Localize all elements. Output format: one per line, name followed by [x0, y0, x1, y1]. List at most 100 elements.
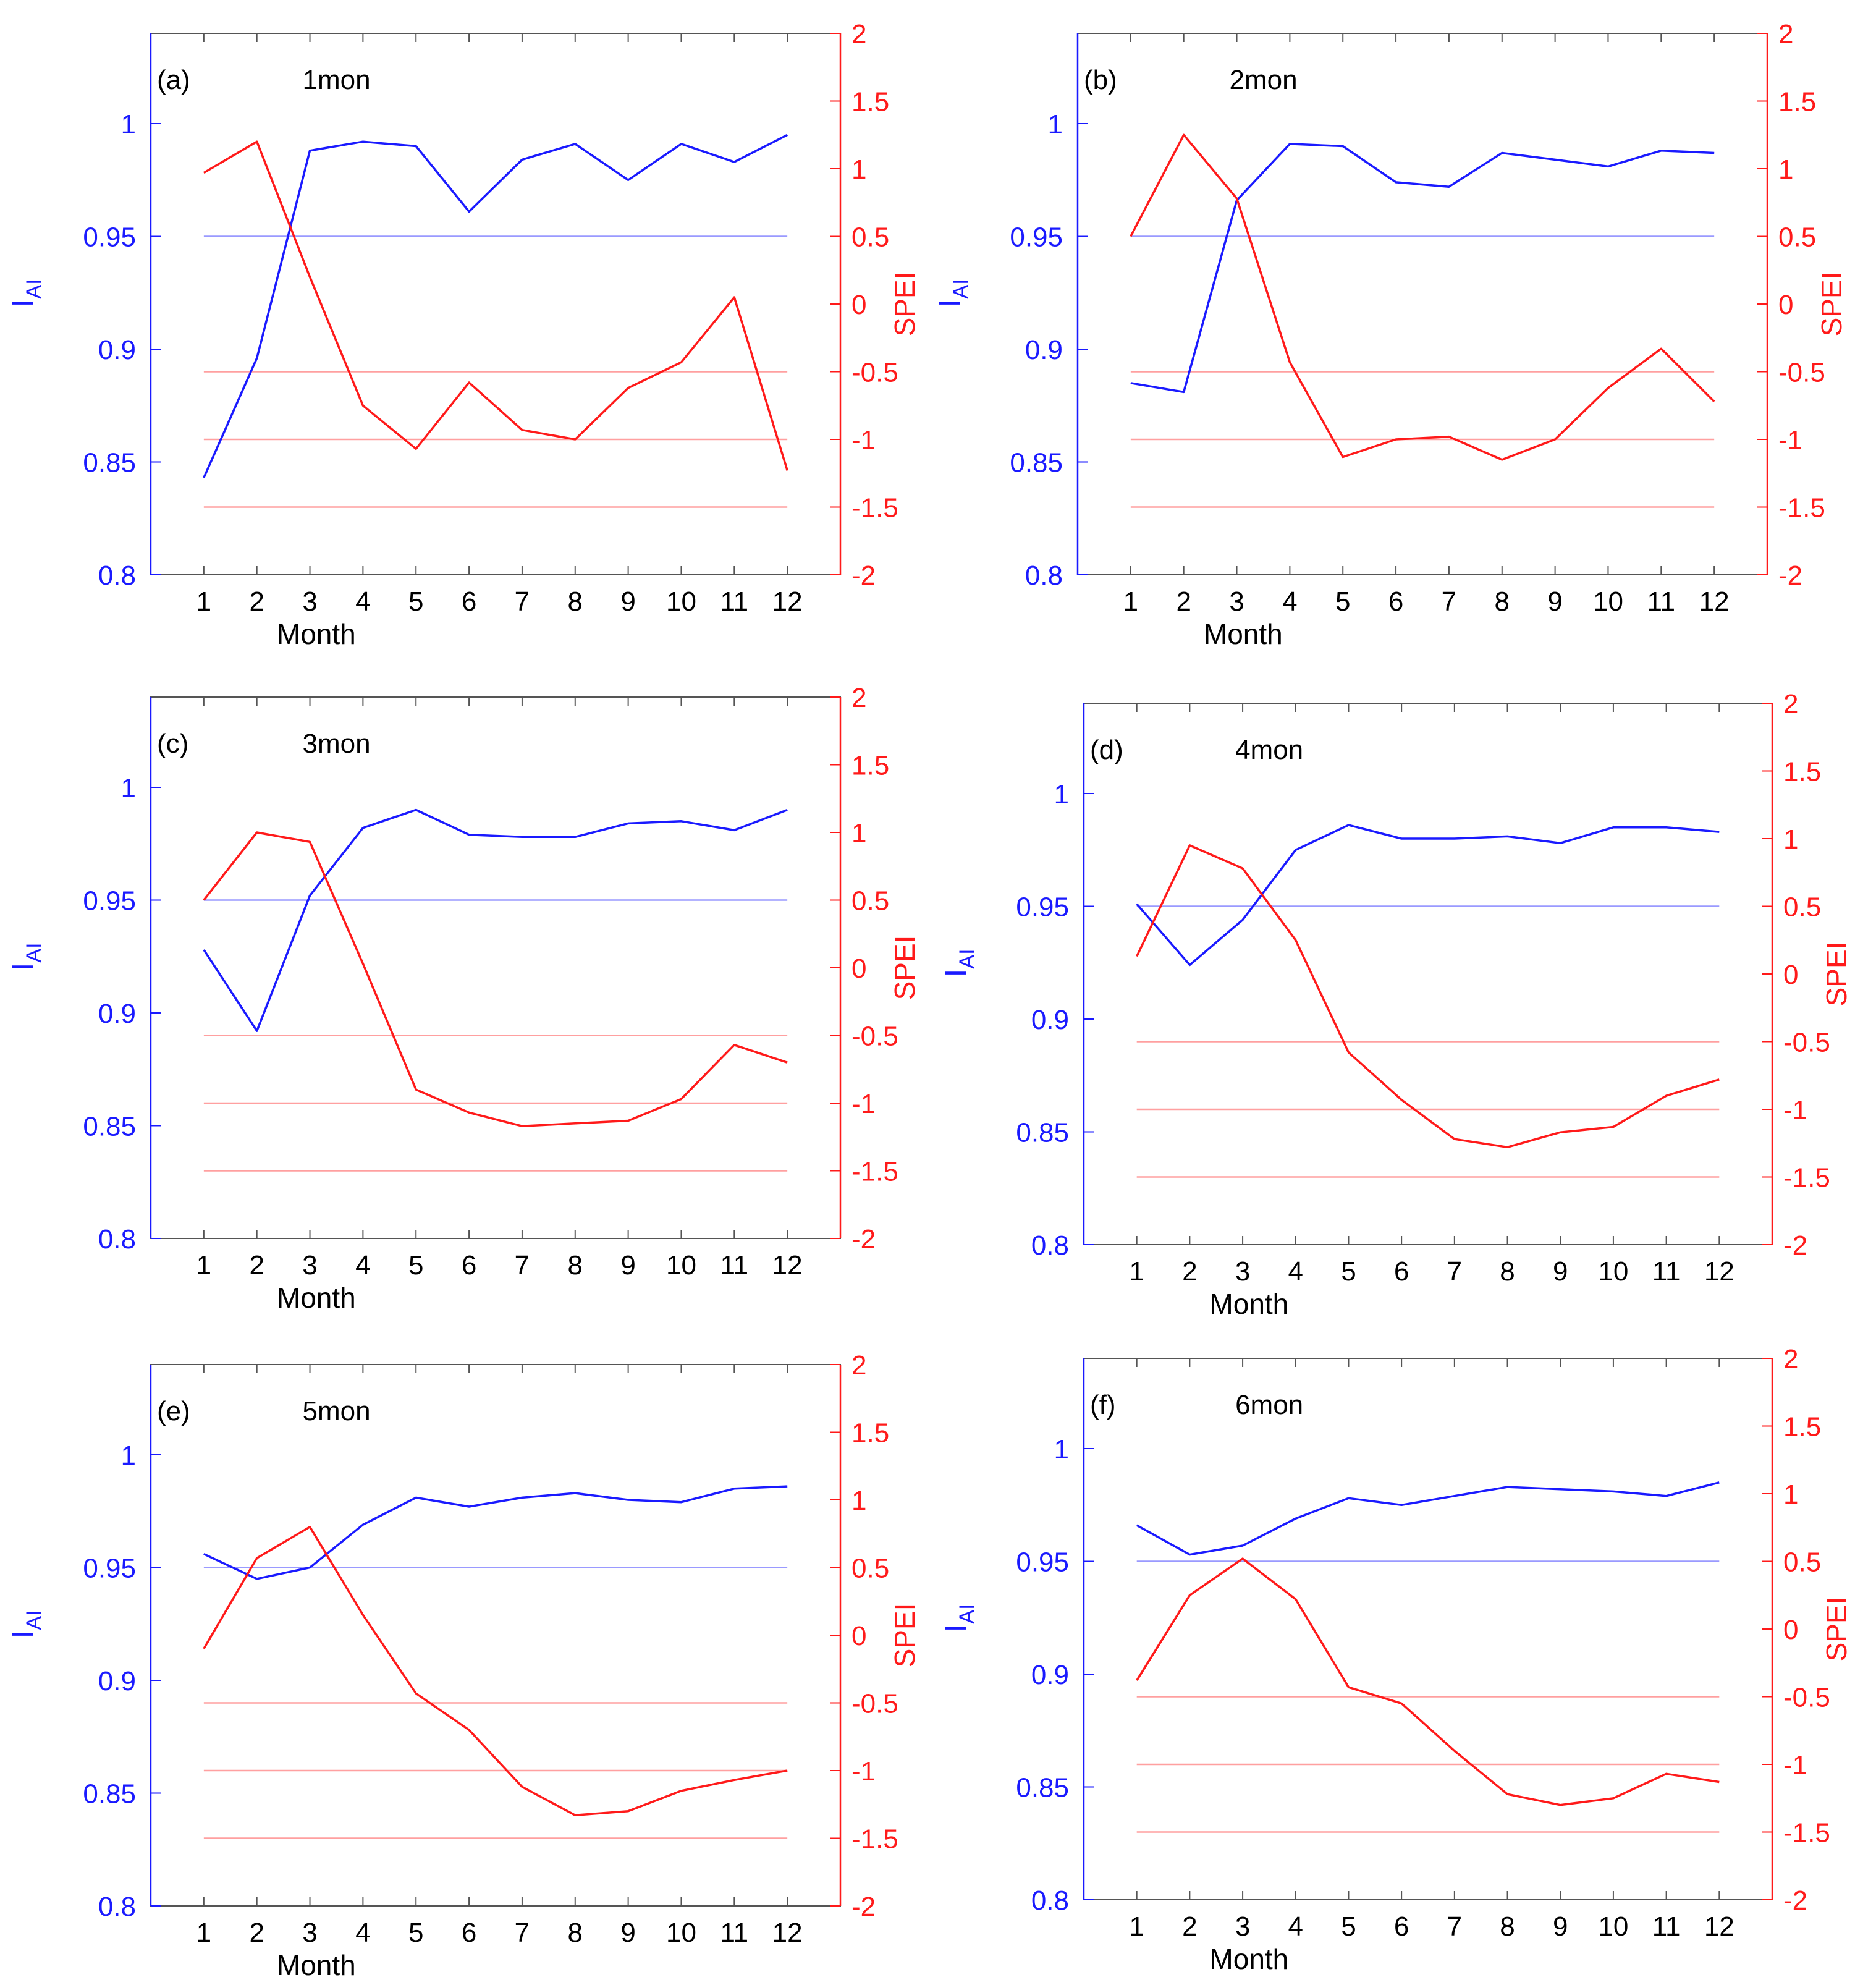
- right-y-tick-label: 0: [1783, 1615, 1798, 1645]
- right-y-tick-label: 2: [851, 683, 866, 713]
- left-y-tick-label: 0.95: [83, 1554, 136, 1584]
- left-y-tick-label: 1: [121, 1441, 136, 1471]
- x-tick-label: 4: [355, 586, 370, 617]
- right-y-tick-label: 1.5: [851, 1418, 889, 1449]
- iai-series-line: [203, 808, 788, 1032]
- iai-series-line: [1136, 824, 1720, 967]
- right-y-tick-label: -1: [1783, 1750, 1807, 1780]
- panel-title: 6mon: [1235, 1390, 1303, 1420]
- x-tick-label: 4: [355, 1918, 370, 1948]
- right-y-tick-label: 1: [851, 1486, 866, 1516]
- x-tick-label: 12: [1704, 1256, 1734, 1287]
- right-y-tick-label: 1.5: [851, 87, 889, 117]
- x-tick-label: 6: [462, 1918, 476, 1948]
- right-y-tick-label: 0.5: [851, 886, 889, 916]
- right-y-tick-label: -2: [851, 1224, 876, 1255]
- x-tick-label: 9: [1547, 586, 1562, 617]
- left-y-tick-label: 0.9: [98, 999, 136, 1029]
- x-tick-label: 12: [772, 586, 803, 617]
- x-tick-label: 9: [620, 586, 635, 617]
- right-y-tick-label: -0.5: [851, 1689, 898, 1719]
- panel-title: 2mon: [1230, 65, 1298, 95]
- panel-title: 4mon: [1235, 735, 1303, 765]
- chart-panel: 1 2 3 4 5 6 7 8 9 10 11 120.80.850.90.951-2-1.5-1-0…: [939, 689, 1853, 1320]
- right-axis-label: SPEI: [1820, 942, 1853, 1007]
- x-tick-label: 3: [1235, 1256, 1250, 1287]
- left-y-tick-label: 0.95: [1016, 1547, 1069, 1578]
- right-y-tick-label: -1: [1783, 1095, 1807, 1125]
- spei-series-line: [1136, 1557, 1720, 1806]
- right-y-tick-label: -0.5: [1783, 1683, 1830, 1713]
- x-axis-label: Month: [1204, 618, 1283, 650]
- right-y-tick-label: 0.5: [851, 222, 889, 253]
- x-tick-label: 10: [666, 1250, 696, 1280]
- right-y-tick-label: -1.5: [1778, 493, 1825, 523]
- panel-label: (a): [157, 65, 190, 95]
- x-tick-label: 8: [568, 1250, 583, 1280]
- chart-panel: 1 2 3 4 5 6 7 8 9 10 11 120.80.850.90.951-2-1.5-1-0…: [932, 19, 1848, 650]
- right-y-tick-label: 1: [1778, 154, 1793, 185]
- right-y-tick-label: 2: [851, 1350, 866, 1381]
- x-tick-label: 4: [355, 1250, 370, 1280]
- x-tick-label: 1: [1129, 1911, 1144, 1942]
- x-tick-label: 11: [1652, 1911, 1681, 1942]
- x-tick-label: 5: [1341, 1911, 1356, 1942]
- spei-series-line: [203, 1526, 788, 1817]
- spei-series-line: [203, 140, 788, 471]
- left-y-tick-label: 0.95: [1016, 892, 1069, 923]
- x-tick-label: 6: [462, 586, 476, 617]
- spei-series-line: [1136, 844, 1720, 1149]
- left-axis-label: IAI: [6, 1610, 46, 1638]
- iai-series-line: [1136, 1481, 1720, 1556]
- x-tick-label: 7: [515, 586, 530, 617]
- right-y-tick-label: -1: [851, 425, 876, 455]
- right-y-tick-label: 0: [851, 290, 866, 320]
- left-y-tick-label: 0.9: [98, 1666, 136, 1696]
- x-tick-label: 8: [1495, 586, 1510, 617]
- x-axis-label: Month: [277, 1282, 356, 1314]
- right-y-tick-label: 0.5: [1778, 222, 1816, 253]
- x-tick-label: 8: [1500, 1911, 1515, 1942]
- panel-title: 5mon: [303, 1396, 371, 1426]
- right-axis-label: SPEI: [889, 1603, 921, 1668]
- left-axis-label-subscript: AI: [22, 279, 46, 298]
- x-tick-label: 5: [408, 1250, 423, 1280]
- left-y-tick-label: 0.8: [98, 561, 136, 591]
- x-tick-label: 2: [249, 586, 264, 617]
- right-axis-label: SPEI: [1820, 1597, 1853, 1662]
- panel-label: (c): [157, 729, 188, 759]
- x-tick-label: 5: [408, 586, 423, 617]
- x-axis-label: Month: [1209, 1288, 1288, 1320]
- x-tick-label: 2: [249, 1918, 264, 1948]
- x-tick-label: 5: [1341, 1256, 1356, 1287]
- right-y-tick-label: 0: [1778, 290, 1793, 320]
- x-tick-label: 6: [1394, 1911, 1409, 1942]
- left-axis-label-main: I: [939, 1624, 973, 1633]
- right-y-tick-label: 1: [851, 818, 866, 849]
- iai-series-line: [203, 133, 788, 478]
- panel-label: (d): [1090, 735, 1123, 765]
- x-tick-label: 9: [620, 1250, 635, 1280]
- left-y-tick-label: 1: [1048, 109, 1063, 140]
- left-axis-label-subscript: AI: [22, 942, 46, 962]
- right-y-tick-label: 0.5: [1783, 892, 1821, 923]
- right-y-tick-label: -2: [1783, 1886, 1807, 1916]
- x-tick-label: 10: [666, 586, 696, 617]
- x-tick-label: 11: [720, 586, 748, 617]
- right-y-tick-label: -0.5: [1783, 1028, 1830, 1058]
- left-axis-label-main: I: [932, 299, 967, 308]
- x-tick-label: 8: [568, 1918, 583, 1948]
- left-axis-label: IAI: [932, 279, 973, 307]
- iai-series-line: [1130, 143, 1715, 394]
- panel-label: (f): [1090, 1390, 1116, 1420]
- right-axis-label: SPEI: [1815, 272, 1848, 337]
- left-y-tick-label: 0.85: [1016, 1773, 1069, 1803]
- right-y-tick-label: -1.5: [851, 493, 898, 523]
- right-y-tick-label: -2: [1778, 561, 1802, 591]
- x-tick-label: 4: [1288, 1256, 1303, 1287]
- x-tick-label: 11: [1647, 586, 1675, 617]
- x-tick-label: 7: [515, 1250, 530, 1280]
- x-tick-label: 12: [1704, 1911, 1734, 1942]
